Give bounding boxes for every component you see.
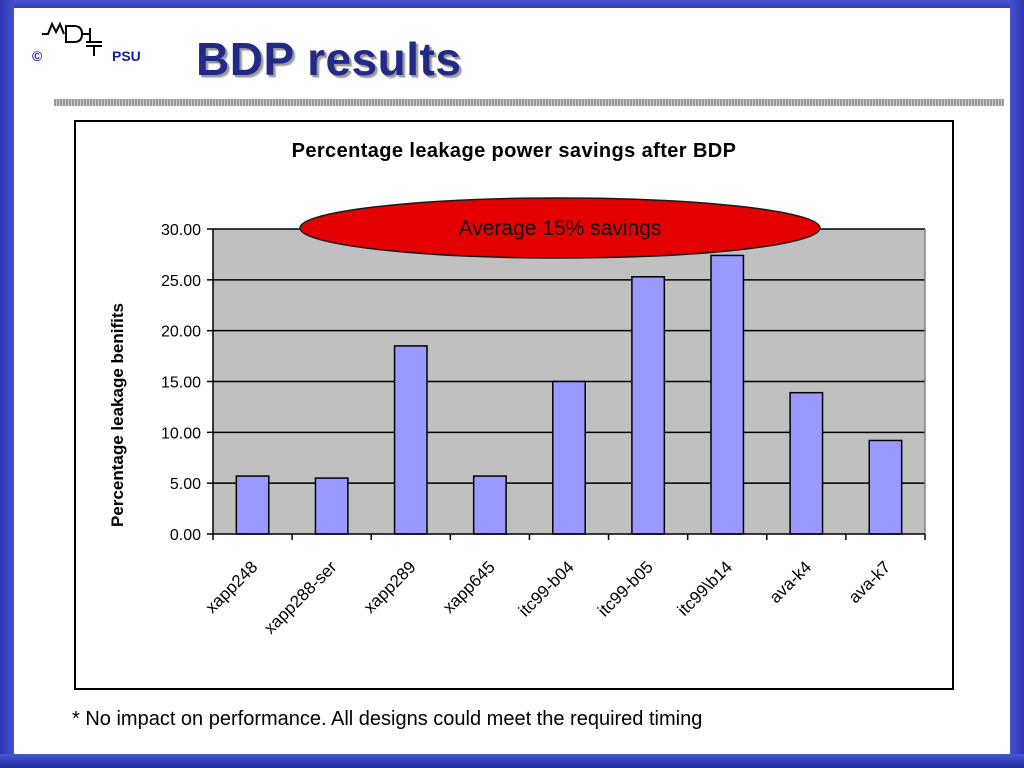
chart-container: Percentage leakage power savings after B… — [74, 120, 954, 690]
chart-title: Percentage leakage power savings after B… — [291, 140, 737, 162]
bar-xapp288-ser — [314, 477, 349, 535]
title-rule — [54, 99, 1004, 106]
bar-ava-k4 — [789, 391, 824, 535]
x-tick-label: xapp288-ser — [260, 557, 340, 637]
y-tick-label: 20.00 — [161, 324, 201, 341]
average-callout-ellipse — [299, 197, 821, 259]
bar-xapp289 — [393, 345, 428, 535]
bar-itc99-b05 — [631, 276, 666, 535]
x-tick-label: itc99-b05 — [594, 557, 657, 620]
y-tick-label: 5.00 — [170, 476, 201, 493]
x-tick-label: itc99-b04 — [515, 557, 578, 620]
bar-xapp248 — [235, 475, 270, 535]
x-tick-label: itc99\b14 — [674, 557, 736, 619]
frame-left — [0, 0, 14, 768]
x-tick-label: xapp248 — [202, 557, 262, 617]
x-tick-label: xapp289 — [360, 557, 420, 617]
y-tick-label: 10.00 — [161, 425, 201, 442]
average-callout-text: Average 15% savings — [459, 217, 662, 240]
bar-chart: 0.00 5.00 10.00 15.00 20.00 25.00 30.00 xapp248… — [161, 197, 926, 638]
frame-right — [1010, 0, 1024, 768]
bar-itc99-b14 — [710, 254, 745, 535]
mdl-logo: © PSU — [32, 20, 152, 76]
x-tick-label: ava-k4 — [766, 557, 816, 607]
bar-ava-k7 — [868, 439, 903, 535]
footnote: * No impact on performance. All designs … — [72, 708, 703, 730]
slide-title: BDP results — [196, 33, 462, 85]
logo-org: PSU — [112, 48, 141, 64]
copyright-mark: © — [32, 48, 43, 64]
mdl-logo-icon — [42, 21, 102, 56]
frame-bottom — [0, 754, 1024, 768]
x-tick-label: ava-k7 — [845, 557, 895, 607]
y-tick-label: 30.00 — [161, 222, 201, 239]
bar-xapp645 — [472, 475, 507, 535]
y-tick-label: 15.00 — [161, 375, 201, 392]
y-tick-label: 0.00 — [170, 527, 201, 544]
frame-top — [0, 0, 1024, 10]
y-tick-label: 25.00 — [161, 273, 201, 290]
x-tick-label: xapp645 — [439, 557, 499, 617]
bar-itc99-b04 — [552, 380, 586, 535]
